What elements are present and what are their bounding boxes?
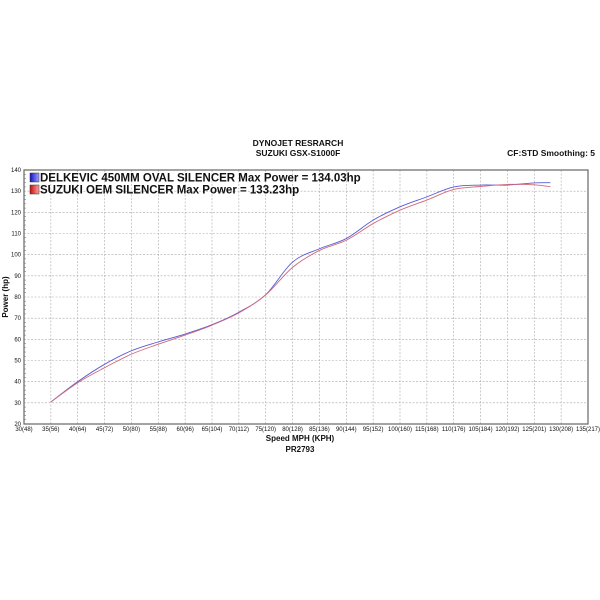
plot-frame: [23, 169, 589, 425]
x-axis: 30(48) 35(56) 40(64) 45(72) 50(80) 55(88) 60(9…: [15, 427, 600, 433]
y-tick-label: 50: [14, 359, 21, 365]
x-tick-label: 55(88): [150, 427, 167, 433]
curves: [50, 182, 551, 403]
run-id: PR2793: [286, 445, 315, 454]
y-axis: 20 30 40 50 60 70 80 90 100 110 120 130 140: [11, 168, 26, 428]
y-tick-label: 90: [14, 274, 21, 280]
x-tick-label: 135(217): [576, 427, 600, 433]
x-tick-label: 30(48): [15, 427, 32, 433]
x-tick-label: 125(201): [522, 427, 546, 433]
x-tick-label: 35(56): [42, 427, 59, 433]
x-tick-label: 45(72): [96, 427, 113, 433]
y-tick-label: 130: [11, 189, 22, 195]
y-tick-label: 70: [14, 316, 21, 322]
y-tick-label: 120: [11, 210, 22, 216]
x-tick-label: 70(112): [229, 427, 249, 433]
series-line-oem: [50, 183, 551, 403]
x-tick-label: 110(176): [442, 427, 466, 433]
legend-swatch-oem: [29, 184, 40, 195]
y-tick-label: 110: [11, 232, 21, 238]
y-tick-label: 30: [14, 401, 21, 407]
y-tick-label: 40: [14, 380, 21, 386]
settings-text: CF:STD Smoothing: 5: [507, 148, 595, 158]
y-tick-label: 100: [11, 253, 22, 259]
x-tick-label: 75(120): [255, 427, 276, 433]
chart-title: DYNOJET RESRARCH: [253, 138, 344, 148]
chart-subtitle: SUZUKI GSX-S1000F: [256, 148, 341, 158]
grid: [23, 169, 589, 425]
x-tick-label: 60(96): [176, 427, 193, 433]
x-tick-label: 65(104): [202, 427, 223, 433]
legend-label-delkevic: DELKEVIC 450MM OVAL SILENCER Max Power =…: [40, 173, 361, 185]
x-tick-label: 90(144): [336, 427, 357, 433]
y-tick-label: 20: [14, 422, 21, 428]
x-tick-label: 130(208): [549, 427, 573, 433]
x-tick-label: 100(160): [388, 427, 412, 433]
x-tick-label: 95(152): [363, 427, 384, 433]
y-tick-label: 60: [14, 337, 21, 343]
x-tick-label: 80(128): [282, 427, 303, 433]
x-tick-label: 50(80): [123, 427, 140, 433]
y-tick-label: 80: [14, 295, 21, 301]
legend: DELKEVIC 450MM OVAL SILENCER Max Power =…: [29, 172, 361, 197]
legend-label-oem: SUZUKI OEM SILENCER Max Power = 133.23hp: [40, 185, 299, 197]
x-tick-label: 115(168): [415, 427, 439, 433]
y-tick-label: 140: [11, 168, 22, 174]
x-tick-label: 40(64): [69, 427, 86, 433]
x-tick-label: 85(136): [309, 427, 330, 433]
x-tick-label: 105(184): [469, 427, 493, 433]
y-axis-label: Power (hp): [1, 276, 10, 318]
series-line-delkevic: [50, 182, 551, 403]
x-axis-label: Speed MPH (KPH): [266, 434, 335, 443]
legend-swatch-delkevic: [29, 172, 40, 183]
x-tick-label: 120(192): [495, 427, 519, 433]
